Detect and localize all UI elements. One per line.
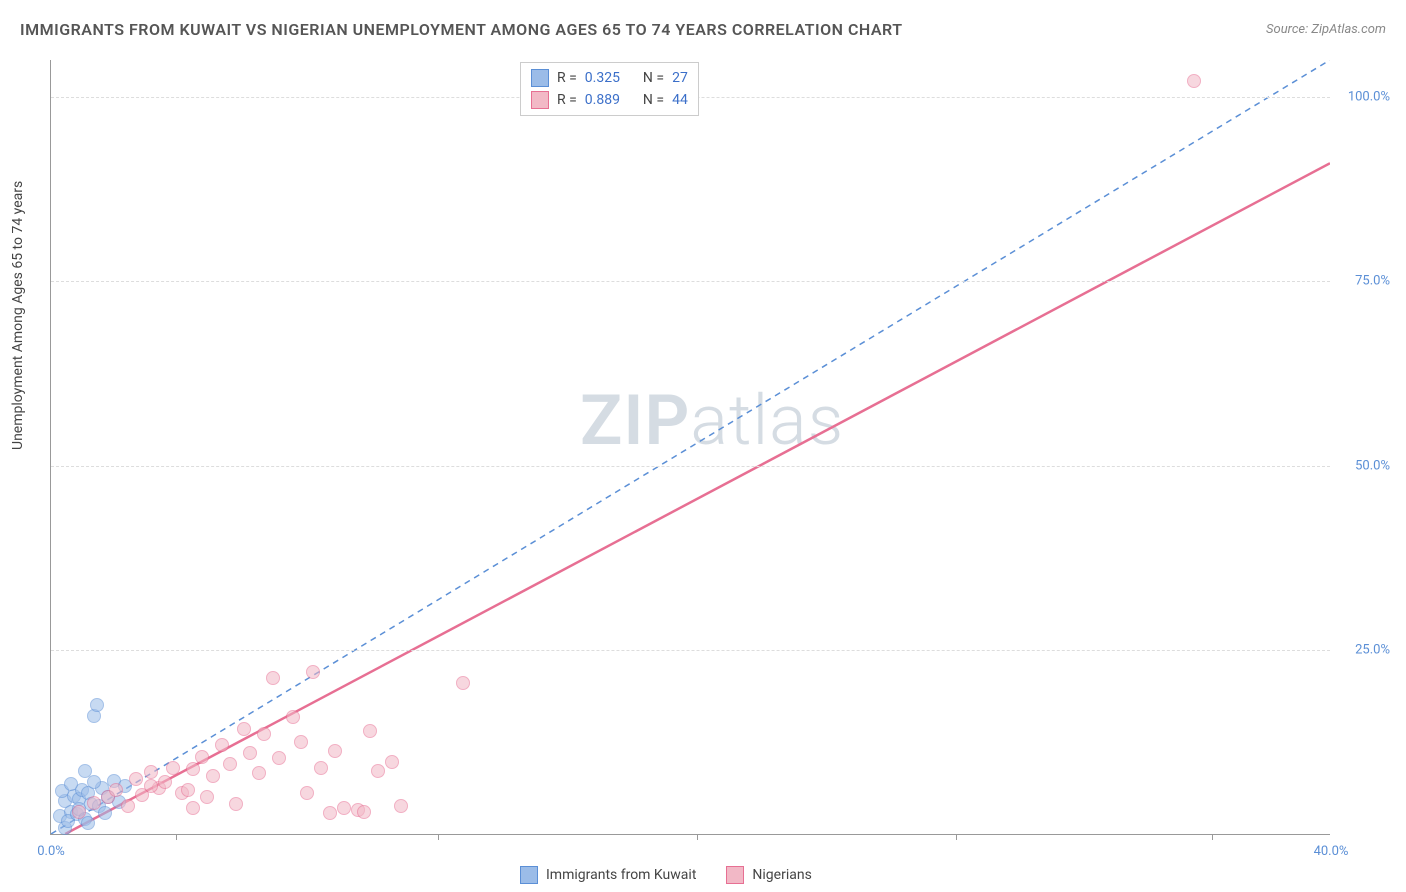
grid-line xyxy=(51,466,1330,467)
scatter-point xyxy=(314,761,328,775)
scatter-point xyxy=(456,676,470,690)
scatter-point xyxy=(328,744,342,758)
scatter-point xyxy=(200,790,214,804)
x-legend-label: Immigrants from Kuwait xyxy=(546,867,696,883)
y-tick-label: 25.0% xyxy=(1340,643,1390,658)
y-tick-label: 50.0% xyxy=(1340,458,1390,473)
scatter-point xyxy=(229,797,243,811)
scatter-point xyxy=(90,698,104,712)
x-legend-item: Nigerians xyxy=(726,866,811,884)
scatter-point xyxy=(272,751,286,765)
x-axis-legend: Immigrants from Kuwait Nigerians xyxy=(520,866,812,884)
n-label: N = xyxy=(643,92,664,108)
y-tick-label: 100.0% xyxy=(1340,89,1390,104)
n-value: 44 xyxy=(672,92,688,108)
scatter-point xyxy=(98,806,112,820)
scatter-point xyxy=(266,671,280,685)
scatter-point xyxy=(252,766,266,780)
x-tick-mark xyxy=(176,834,177,840)
grid-line xyxy=(51,650,1330,651)
scatter-point xyxy=(195,750,209,764)
scatter-point xyxy=(243,746,257,760)
scatter-point xyxy=(257,727,271,741)
correlation-chart: IMMIGRANTS FROM KUWAIT VS NIGERIAN UNEMP… xyxy=(0,0,1406,892)
scatter-point xyxy=(215,738,229,752)
x-tick-label: 40.0% xyxy=(1314,844,1349,859)
r-value: 0.889 xyxy=(585,92,620,108)
scatter-point xyxy=(87,796,101,810)
trend-lines-svg xyxy=(51,60,1330,834)
scatter-point xyxy=(394,799,408,813)
scatter-point xyxy=(181,783,195,797)
y-axis-label: Unemployment Among Ages 65 to 74 years xyxy=(10,181,26,450)
scatter-point xyxy=(64,777,78,791)
scatter-point xyxy=(306,665,320,679)
scatter-point xyxy=(186,801,200,815)
scatter-point xyxy=(223,757,237,771)
scatter-point xyxy=(166,761,180,775)
scatter-point xyxy=(363,724,377,738)
x-tick-mark xyxy=(697,834,698,840)
stats-row: R = 0.889 N = 44 xyxy=(531,89,688,111)
x-tick-mark xyxy=(438,834,439,840)
trend-line xyxy=(51,60,1330,834)
scatter-point xyxy=(385,755,399,769)
r-label: R = xyxy=(557,92,577,108)
stats-row: R = 0.325 N = 27 xyxy=(531,67,688,89)
scatter-point xyxy=(87,775,101,789)
scatter-point xyxy=(371,764,385,778)
legend-swatch xyxy=(531,91,549,109)
legend-swatch xyxy=(520,866,538,884)
x-tick-label: 0.0% xyxy=(37,844,65,859)
scatter-point xyxy=(81,816,95,830)
legend-swatch xyxy=(726,866,744,884)
chart-title: IMMIGRANTS FROM KUWAIT VS NIGERIAN UNEMP… xyxy=(20,20,903,39)
n-value: 27 xyxy=(672,70,688,86)
scatter-point xyxy=(72,805,86,819)
x-tick-mark xyxy=(1212,834,1213,840)
trend-line xyxy=(65,163,1330,834)
scatter-point xyxy=(144,765,158,779)
scatter-point xyxy=(323,806,337,820)
grid-line xyxy=(51,281,1330,282)
y-tick-label: 75.0% xyxy=(1340,274,1390,289)
scatter-point xyxy=(300,786,314,800)
scatter-point xyxy=(158,775,172,789)
scatter-point xyxy=(144,779,158,793)
scatter-point xyxy=(186,762,200,776)
scatter-point xyxy=(237,722,251,736)
scatter-point xyxy=(109,783,123,797)
scatter-point xyxy=(121,799,135,813)
stats-legend-box: R = 0.325 N = 27 R = 0.889 N = 44 xyxy=(520,62,699,116)
scatter-point xyxy=(294,735,308,749)
scatter-point xyxy=(129,772,143,786)
scatter-point xyxy=(286,710,300,724)
r-value: 0.325 xyxy=(585,70,620,86)
r-label: R = xyxy=(557,70,577,86)
x-legend-item: Immigrants from Kuwait xyxy=(520,866,696,884)
x-legend-label: Nigerians xyxy=(752,867,811,883)
plot-area: 25.0%50.0%75.0%100.0%0.0%40.0% xyxy=(50,60,1330,835)
scatter-point xyxy=(1187,74,1201,88)
n-label: N = xyxy=(643,70,664,86)
scatter-point xyxy=(206,769,220,783)
source-attribution: Source: ZipAtlas.com xyxy=(1266,22,1386,37)
legend-swatch xyxy=(531,69,549,87)
x-tick-mark xyxy=(956,834,957,840)
scatter-point xyxy=(357,805,371,819)
scatter-point xyxy=(337,801,351,815)
